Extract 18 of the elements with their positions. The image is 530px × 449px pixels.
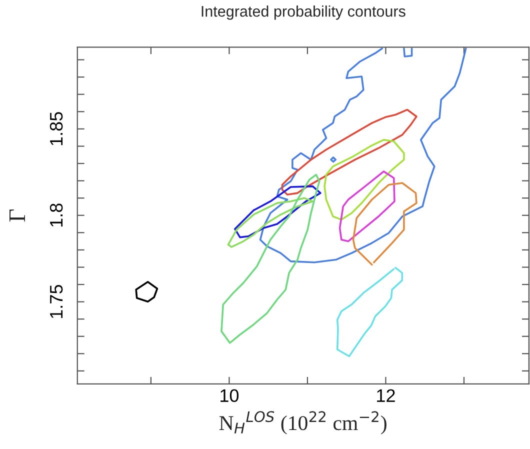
y-tick-label: 1.75: [50, 284, 63, 318]
line-series: [338, 170, 396, 242]
line-series: [220, 174, 320, 344]
line-series: [336, 266, 404, 358]
line-series: [227, 197, 314, 248]
y-tick-label: 1.8: [50, 204, 63, 227]
line-series: [352, 182, 418, 266]
x-tick-label: 12: [377, 389, 395, 402]
line-series: [324, 138, 405, 221]
line-series: [234, 185, 322, 238]
line-series: [135, 280, 158, 303]
x-axis-title: N$_{H}$$^{LOS}$ (10$^{22}$ cm$^{−2}$): [219, 411, 386, 434]
line-series: [259, 48, 467, 264]
y-tick-label: 1.85: [50, 112, 63, 146]
y-axis-title: Γ: [10, 209, 25, 222]
chart-title: Integrated probability contours: [202, 6, 406, 20]
x-tick-label: 10: [220, 389, 239, 402]
line-series: [281, 108, 418, 196]
